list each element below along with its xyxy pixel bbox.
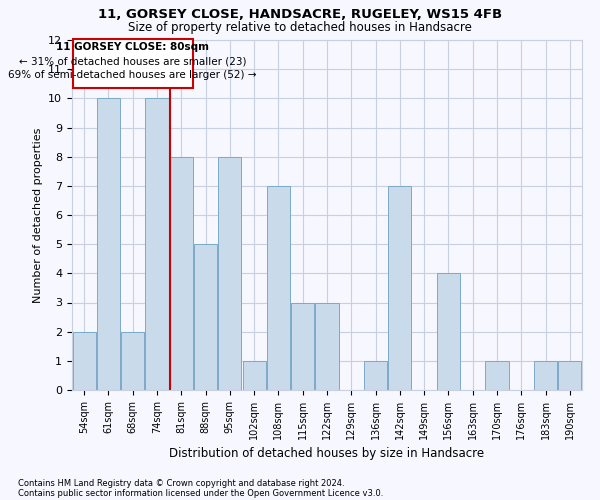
Bar: [170, 156, 193, 390]
Bar: [194, 244, 217, 390]
Text: 11, GORSEY CLOSE, HANDSACRE, RUGELEY, WS15 4FB: 11, GORSEY CLOSE, HANDSACRE, RUGELEY, WS…: [98, 8, 502, 20]
Bar: [242, 361, 266, 390]
Bar: [121, 332, 144, 390]
Text: Contains HM Land Registry data © Crown copyright and database right 2024.: Contains HM Land Registry data © Crown c…: [18, 478, 344, 488]
Text: 11 GORSEY CLOSE: 80sqm: 11 GORSEY CLOSE: 80sqm: [56, 42, 209, 52]
Bar: [218, 156, 241, 390]
Text: 69% of semi-detached houses are larger (52) →: 69% of semi-detached houses are larger (…: [8, 70, 257, 80]
Bar: [145, 98, 169, 390]
X-axis label: Distribution of detached houses by size in Handsacre: Distribution of detached houses by size …: [169, 448, 485, 460]
Bar: [316, 302, 338, 390]
Bar: [73, 332, 95, 390]
Bar: [388, 186, 412, 390]
Text: Contains public sector information licensed under the Open Government Licence v3: Contains public sector information licen…: [18, 488, 383, 498]
Bar: [437, 274, 460, 390]
FancyBboxPatch shape: [73, 38, 193, 88]
Y-axis label: Number of detached properties: Number of detached properties: [32, 128, 43, 302]
Bar: [267, 186, 290, 390]
Text: ← 31% of detached houses are smaller (23): ← 31% of detached houses are smaller (23…: [19, 56, 247, 66]
Bar: [534, 361, 557, 390]
Text: Size of property relative to detached houses in Handsacre: Size of property relative to detached ho…: [128, 21, 472, 34]
Bar: [97, 98, 120, 390]
Bar: [485, 361, 509, 390]
Bar: [291, 302, 314, 390]
Bar: [559, 361, 581, 390]
Bar: [364, 361, 387, 390]
